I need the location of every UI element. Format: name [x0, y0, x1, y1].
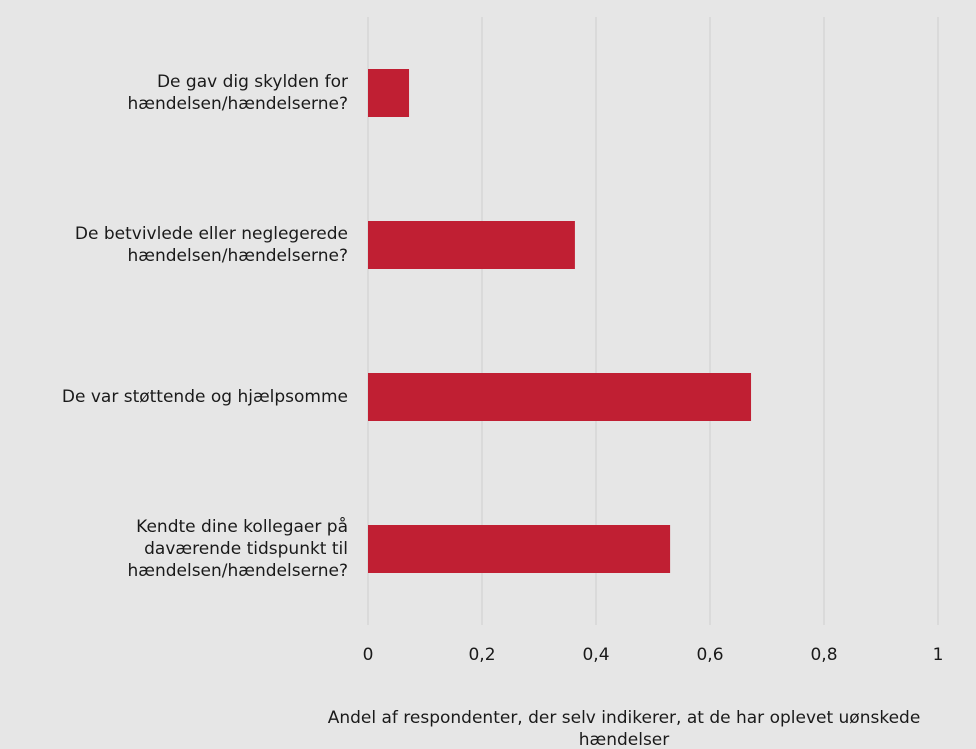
- bar: [368, 373, 752, 421]
- x-tick-label: 0,6: [696, 645, 723, 665]
- bar: [368, 525, 671, 573]
- y-tick-label: hændelsen/hændelserne?: [127, 246, 348, 266]
- y-tick-label: daværende tidspunkt til: [144, 539, 348, 559]
- x-tick-label: 0,8: [810, 645, 837, 665]
- y-tick-label: Kendte dine kollegaer på: [136, 516, 348, 537]
- x-axis-label: Andel af respondenter, der selv indikere…: [328, 708, 921, 728]
- x-tick-label: 0,4: [582, 645, 609, 665]
- x-tick-label: 1: [933, 645, 944, 665]
- y-tick-label: De var støttende og hjælpsomme: [62, 387, 348, 407]
- y-tick-label: hændelsen/hændelserne?: [127, 94, 348, 114]
- y-tick-label: hændelsen/hændelserne?: [127, 561, 348, 581]
- bar: [368, 69, 410, 117]
- x-tick-label: 0: [363, 645, 374, 665]
- x-axis-label: hændelser: [579, 730, 670, 749]
- y-tick-label: De betvivlede eller neglegerede: [75, 224, 348, 244]
- x-tick-label: 0,2: [468, 645, 495, 665]
- y-tick-label: De gav dig skylden for: [157, 72, 348, 92]
- bar: [368, 221, 575, 269]
